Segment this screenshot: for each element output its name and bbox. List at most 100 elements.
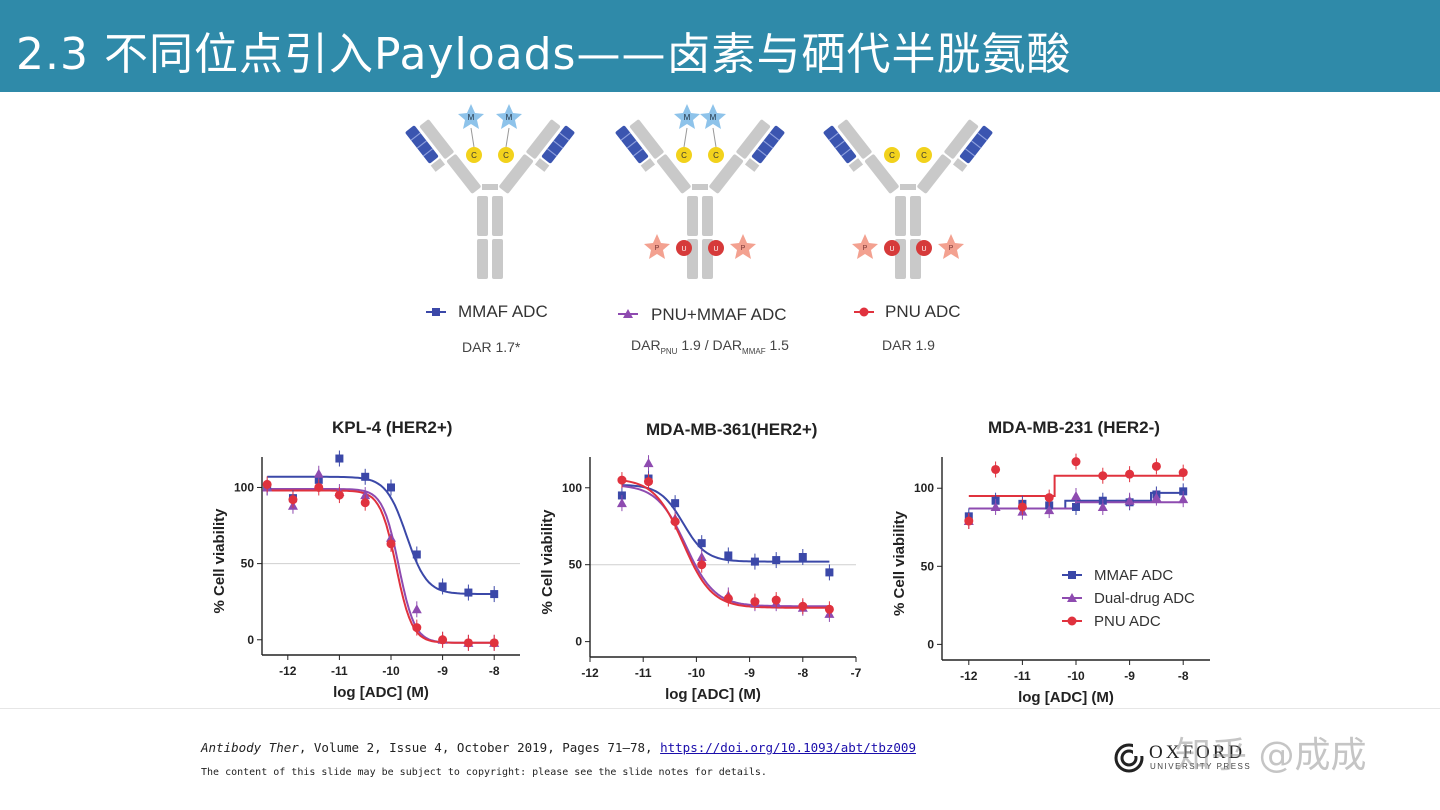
antibody-pnu-adc: C C U U P P: [822, 115, 994, 280]
legend-pnu-adc: PNU ADC: [885, 302, 961, 321]
data-point: [990, 501, 1001, 511]
data-point: [464, 588, 473, 597]
data-point: [643, 458, 654, 468]
fit-curve: [968, 474, 1184, 497]
data-point: [1097, 501, 1108, 511]
title-bar: 2.3 不同位点引入Payloads——卤素与硒代半胱氨酸: [0, 0, 1440, 92]
y-tick-label: 50: [569, 558, 583, 572]
mmaf-label: M: [506, 113, 513, 122]
data-point: [696, 552, 707, 561]
data-point: [1072, 502, 1080, 511]
legend-mmaf-adc: MMAF ADC: [458, 302, 548, 321]
y-tick-label: 100: [914, 481, 934, 495]
footer-divider: [0, 708, 1440, 709]
pnu-label: P: [741, 245, 746, 252]
x-tick-label: -7: [851, 666, 862, 680]
chart-title-mdamb361: MDA-MB-361(HER2+): [646, 420, 818, 439]
data-point: [1151, 492, 1162, 502]
sec-label: U: [713, 246, 718, 253]
legend-marker: [1067, 593, 1077, 602]
publisher-subname: UNIVERSITY PRESS: [1150, 762, 1252, 771]
data-point: [670, 517, 680, 527]
data-point: [671, 499, 680, 508]
x-tick-label: -10: [1067, 669, 1085, 683]
oxford-logo-icon: [1114, 743, 1145, 773]
y-tick-label: 50: [921, 559, 935, 573]
data-point: [386, 539, 396, 549]
data-point: [463, 638, 473, 648]
cys-label: C: [681, 151, 687, 160]
x-tick-label: -11: [635, 666, 652, 680]
x-tick-label: -10: [382, 664, 400, 678]
data-point: [723, 594, 733, 604]
y-axis-label: % Cell viability: [891, 510, 908, 616]
y-tick-label: 0: [247, 633, 254, 647]
chart-mdamb361: 0 50 100 -12 -11 -10 -9 -8 -7 log [ADC] (M) % Cell…: [539, 455, 862, 703]
data-point: [825, 568, 834, 577]
data-point: [361, 472, 370, 481]
cys-label: C: [713, 151, 719, 160]
data-point: [991, 464, 1001, 474]
legend-marker: [1068, 571, 1076, 579]
pnu-label: P: [655, 245, 660, 252]
mmaf-label: M: [684, 113, 691, 122]
dar-dual: DARPNU 1.9 / DARMMAF 1.5: [631, 337, 789, 356]
fit-curve: [621, 485, 830, 608]
x-tick-label: -9: [744, 666, 755, 680]
watermark: 知乎 @成成: [1175, 735, 1367, 776]
sec-label: U: [921, 246, 926, 253]
mmaf-label: M: [468, 113, 475, 122]
x-tick-label: -8: [1178, 669, 1189, 683]
data-point: [1125, 469, 1135, 479]
y-tick-label: 100: [562, 481, 582, 495]
chart-title-mdamb231: MDA-MB-231 (HER2-): [988, 418, 1160, 437]
x-tick-label: -8: [797, 666, 808, 680]
data-point: [387, 483, 395, 492]
data-point: [1178, 494, 1189, 504]
doi-link[interactable]: https://doi.org/10.1093/abt/tbz009: [660, 740, 916, 755]
data-point: [644, 477, 654, 487]
cys-label: C: [889, 151, 895, 160]
data-point: [314, 482, 324, 492]
data-point: [1044, 505, 1055, 515]
publisher-name: OXFORD: [1149, 742, 1246, 763]
cys-label: C: [471, 151, 477, 160]
y-axis-label: % Cell viability: [211, 508, 228, 614]
legend-label: PNU ADC: [1094, 613, 1161, 630]
data-point: [411, 604, 422, 614]
data-point: [360, 498, 370, 508]
data-point: [438, 635, 448, 645]
y-axis-label: % Cell viability: [539, 509, 556, 615]
fit-curve: [267, 475, 495, 596]
x-tick-label: -12: [279, 664, 297, 678]
y-tick-label: 50: [241, 557, 255, 571]
x-axis-label: log [ADC] (M): [1018, 689, 1114, 706]
data-point: [616, 498, 627, 508]
data-point: [697, 539, 706, 548]
data-point: [824, 604, 834, 614]
x-tick-label: -10: [688, 666, 706, 680]
data-point: [964, 516, 974, 526]
sec-label: U: [889, 246, 894, 253]
fit-curve: [621, 484, 830, 563]
chart-mdamb231: 0 50 100 -12 -11 -10 -9 -8 log [ADC] (M) % Cell v…: [891, 453, 1210, 706]
y-tick-label: 0: [575, 635, 582, 649]
x-tick-label: -12: [581, 666, 599, 680]
y-tick-label: 0: [927, 637, 934, 651]
publisher-logo: OXFORD UNIVERSITY PRESS: [1113, 742, 1253, 776]
data-point: [360, 490, 371, 500]
chart-kpl4: 0 50 100 -12 -11 -10 -9 -8 log [ADC] (M) % Cell v…: [211, 450, 520, 701]
data-point: [771, 595, 781, 605]
fit-curve: [621, 479, 830, 609]
data-point: [772, 556, 781, 565]
data-point: [1017, 502, 1027, 512]
citation: Antibody Ther, Volume 2, Issue 4, Octobe…: [201, 740, 916, 755]
x-tick-label: -9: [437, 664, 448, 678]
antibody-mmaf-adc: C C M M: [404, 104, 576, 280]
data-point: [262, 479, 272, 489]
x-tick-label: -11: [331, 664, 348, 678]
data-point: [617, 475, 627, 485]
dar-mmaf: DAR 1.7*: [462, 339, 521, 355]
data-point: [724, 551, 733, 560]
legend-marker-mmaf: [426, 308, 446, 316]
